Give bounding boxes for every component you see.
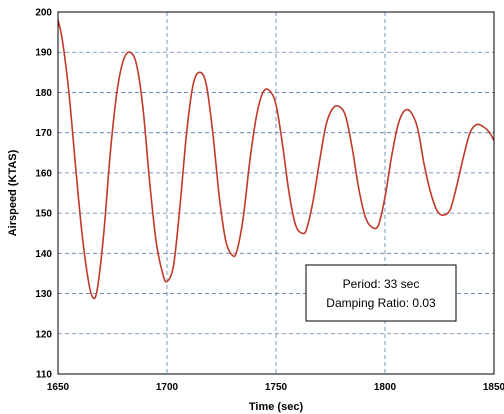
x-tick-label: 1650 bbox=[47, 382, 70, 393]
y-tick-label: 150 bbox=[35, 209, 52, 220]
y-tick-labels: 110 120 130 140 150 160 170 180 190 200 bbox=[35, 8, 52, 381]
x-axis-label: Time (sec) bbox=[249, 401, 304, 413]
y-tick-label: 130 bbox=[35, 289, 52, 300]
x-tick-label: 1800 bbox=[374, 382, 397, 393]
x-tick-label: 1850 bbox=[483, 382, 504, 393]
x-tick-labels: 1650 1700 1750 1800 1850 bbox=[47, 382, 504, 393]
y-tick-label: 160 bbox=[35, 168, 52, 179]
series-line-airspeed bbox=[57, 19, 495, 300]
plot-border bbox=[57, 11, 495, 375]
annotation-box: Period: 33 sec Damping Ratio: 0.03 bbox=[305, 264, 457, 322]
y-axis-label: Airspeed (KTAS) bbox=[7, 149, 19, 236]
y-tick-label: 190 bbox=[35, 48, 52, 59]
annotation-period: Period: 33 sec bbox=[343, 277, 420, 291]
x-tick-label: 1700 bbox=[156, 382, 179, 393]
y-tick-label: 110 bbox=[36, 370, 53, 381]
y-tick-label: 180 bbox=[35, 88, 52, 99]
annotation-damping: Damping Ratio: 0.03 bbox=[326, 296, 436, 310]
x-tick-label: 1750 bbox=[265, 382, 288, 393]
y-tick-label: 170 bbox=[35, 128, 52, 139]
y-tick-label: 140 bbox=[35, 249, 52, 260]
y-tick-label: 200 bbox=[35, 8, 52, 19]
y-tick-label: 120 bbox=[35, 329, 52, 340]
